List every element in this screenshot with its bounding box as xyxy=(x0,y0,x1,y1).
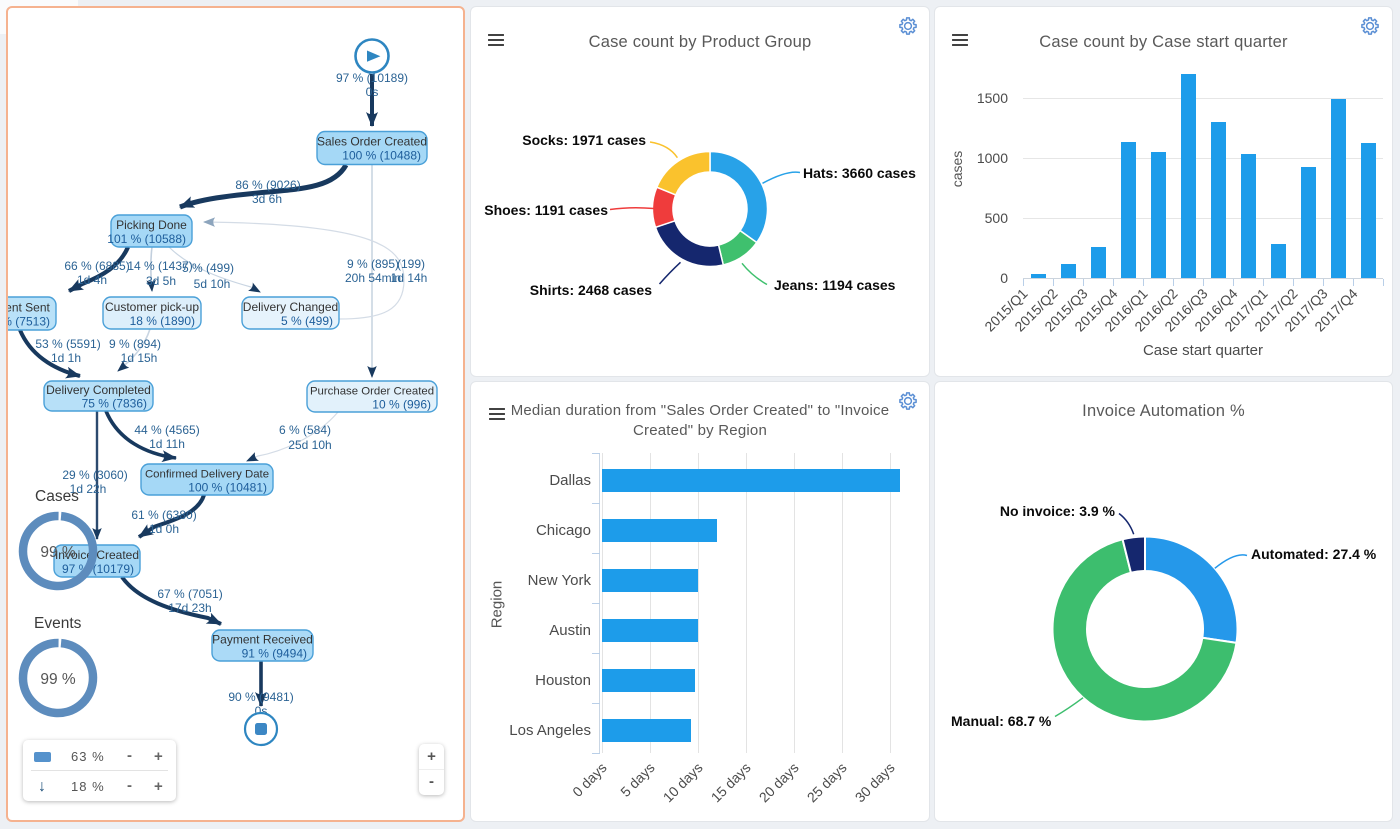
svg-text:1d 1h: 1d 1h xyxy=(51,351,81,365)
svg-text:99 %: 99 % xyxy=(40,671,76,688)
svg-text:3d 5h: 3d 5h xyxy=(146,274,176,288)
svg-text:1d 0h: 1d 0h xyxy=(149,522,179,536)
svg-text:97 % (10179): 97 % (10179) xyxy=(62,562,134,576)
svg-text:1d 14h: 1d 14h xyxy=(391,271,428,285)
svg-text:6 % (584): 6 % (584) xyxy=(279,423,331,437)
svg-text:1d 11h: 1d 11h xyxy=(149,437,185,451)
svg-text:1d 4h: 1d 4h xyxy=(77,273,107,287)
svg-text:5d 10h: 5d 10h xyxy=(194,277,231,291)
svg-text:Shipment Sent: Shipment Sent xyxy=(8,301,51,315)
svg-text:5 % (499): 5 % (499) xyxy=(281,314,333,328)
svg-text:Delivery Changed: Delivery Changed xyxy=(243,300,338,314)
svg-text:Payment Received: Payment Received xyxy=(212,633,313,647)
svg-text:17d 23h: 17d 23h xyxy=(168,601,211,615)
svg-text:3d 6h: 3d 6h xyxy=(252,192,282,206)
svg-text:Events: Events xyxy=(34,615,82,632)
svg-text:91 % (9494): 91 % (9494) xyxy=(242,647,307,661)
svg-text:97 % (10189): 97 % (10189) xyxy=(336,71,408,85)
svg-text:Confirmed Delivery Date: Confirmed Delivery Date xyxy=(145,469,269,481)
svg-text:66 % (6885): 66 % (6885) xyxy=(64,259,129,273)
svg-text:14 % (1437): 14 % (1437) xyxy=(127,259,192,273)
svg-text:29 % (3060): 29 % (3060) xyxy=(62,468,127,482)
svg-text:100 % (10488): 100 % (10488) xyxy=(342,149,421,163)
svg-text:53 % (5591): 53 % (5591) xyxy=(35,337,100,351)
svg-text:(199): (199) xyxy=(397,257,425,271)
svg-text:Purchase Order Created: Purchase Order Created xyxy=(310,386,434,398)
svg-text:100 % (10481): 100 % (10481) xyxy=(188,481,267,495)
svg-text:99 %: 99 % xyxy=(40,544,76,561)
svg-text:61 % (6380): 61 % (6380) xyxy=(131,508,196,522)
svg-text:1d 22h: 1d 22h xyxy=(70,482,107,496)
svg-text:67 % (7051): 67 % (7051) xyxy=(157,587,222,601)
svg-text:Delivery Completed: Delivery Completed xyxy=(46,383,151,397)
svg-text:Sales Order Created: Sales Order Created xyxy=(317,135,427,149)
svg-text:Cases: Cases xyxy=(35,488,79,505)
svg-text:18 % (1890): 18 % (1890) xyxy=(130,314,195,328)
svg-text:44 % (4565): 44 % (4565) xyxy=(134,423,199,437)
svg-text:5 % (499): 5 % (499) xyxy=(182,261,234,275)
svg-text:1d 15h: 1d 15h xyxy=(121,351,158,365)
svg-text:Customer pick-up: Customer pick-up xyxy=(105,300,199,314)
svg-text:0s: 0s xyxy=(366,85,379,99)
svg-text:25d 10h: 25d 10h xyxy=(288,438,331,452)
svg-text:10 % (996): 10 % (996) xyxy=(372,398,431,412)
svg-text:9 % (894): 9 % (894) xyxy=(109,337,161,351)
svg-text:75 % (7836): 75 % (7836) xyxy=(82,397,147,411)
svg-text:9 % (895): 9 % (895) xyxy=(347,257,399,271)
svg-text:20h 54min: 20h 54min xyxy=(345,271,401,285)
svg-text:72 % (7513): 72 % (7513) xyxy=(8,315,50,329)
svg-text:Picking Done: Picking Done xyxy=(116,218,187,232)
svg-text:101 % (10588): 101 % (10588) xyxy=(107,232,186,246)
svg-text:86 % (9026): 86 % (9026) xyxy=(235,178,300,192)
svg-text:90 % (9481): 90 % (9481) xyxy=(228,690,293,704)
